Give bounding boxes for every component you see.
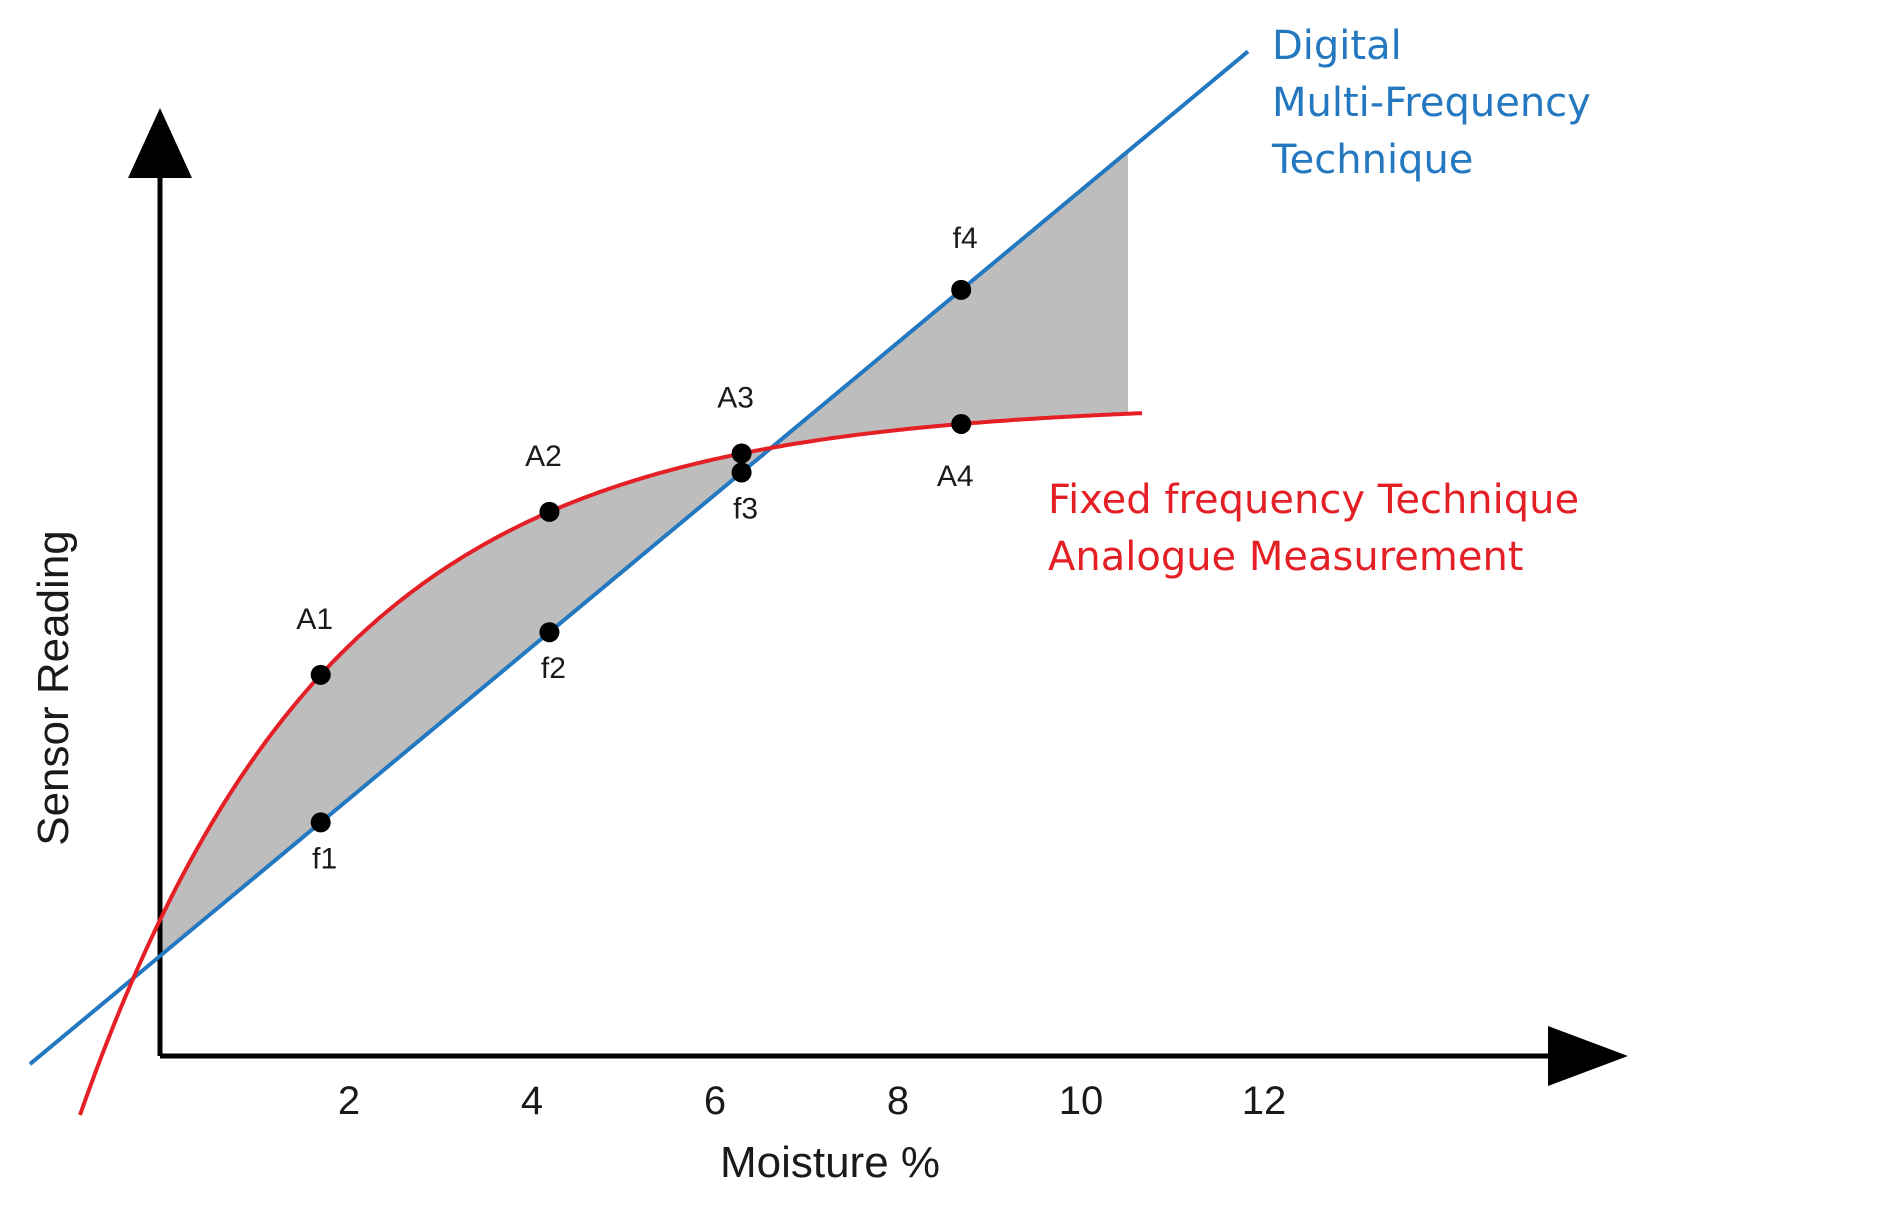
- data-point-f3: [731, 462, 752, 483]
- data-label-a4: A4: [937, 460, 974, 493]
- data-point-f1: [310, 812, 331, 833]
- data-label-f3: f3: [733, 492, 758, 525]
- data-label-a3: A3: [717, 381, 754, 414]
- x-tick-label: 12: [1242, 1079, 1287, 1123]
- data-label-f1: f1: [312, 842, 337, 875]
- data-point-a1: [310, 664, 331, 685]
- data-point-a3: [731, 443, 752, 464]
- x-axis-arrowhead: [1548, 1026, 1628, 1086]
- legend-digital-multi-frequency: Digital Multi-Frequency Technique: [1272, 18, 1591, 189]
- data-point-f4: [951, 279, 972, 300]
- data-point-f2: [539, 622, 560, 643]
- data-point-a4: [951, 413, 972, 434]
- x-tick-label: 6: [704, 1079, 726, 1123]
- y-axis-label: Sensor Reading: [29, 530, 78, 846]
- data-label-a1: A1: [296, 603, 333, 636]
- legend-digital-line-2: Multi-Frequency: [1272, 80, 1591, 126]
- data-points: f1 f2 f3 f4 A1 A2 A3 A4: [296, 222, 977, 876]
- legend-digital-line-1: Digital: [1272, 23, 1402, 69]
- data-label-f2: f2: [541, 652, 566, 685]
- x-tick-label: 10: [1059, 1079, 1104, 1123]
- x-axis-label: Moisture %: [720, 1138, 940, 1187]
- data-point-a2: [539, 501, 560, 522]
- legend-fixed-line-1: Fixed frequency Technique: [1048, 477, 1580, 523]
- x-tick-label: 4: [521, 1079, 543, 1123]
- series-line-digital: [28, 49, 1250, 1066]
- axes: [128, 108, 1628, 1086]
- x-tick-label: 2: [338, 1079, 360, 1123]
- data-label-a2: A2: [525, 440, 562, 473]
- legend-digital-line-3: Technique: [1272, 137, 1474, 183]
- legend-fixed-line-2: Analogue Measurement: [1048, 534, 1524, 580]
- legend-fixed-frequency-analogue: Fixed frequency Technique Analogue Measu…: [1048, 472, 1579, 586]
- x-tick-labels: 2 4 6 8 10 12: [338, 1079, 1286, 1123]
- x-tick-label: 8: [887, 1079, 909, 1123]
- axis-labels: Moisture % Sensor Reading: [29, 530, 940, 1187]
- data-label-f4: f4: [953, 222, 978, 255]
- y-axis-arrowhead: [128, 108, 192, 178]
